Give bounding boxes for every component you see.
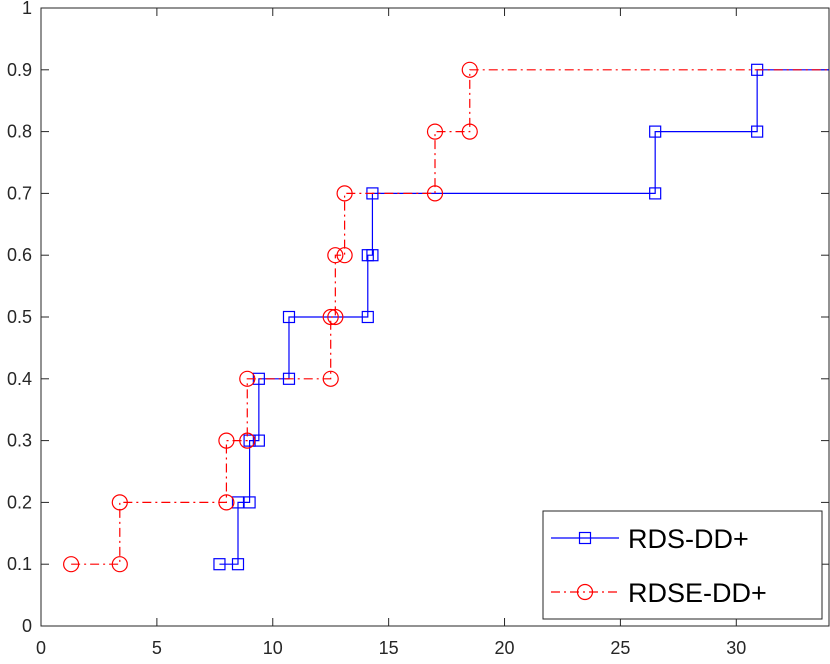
y-tick-label: 0.9	[7, 60, 32, 80]
y-tick-label: 0.4	[7, 369, 32, 389]
data-point	[649, 125, 662, 138]
data-point	[461, 123, 478, 140]
x-tick-label: 10	[263, 638, 283, 658]
legend-item: RDS-DD+	[551, 524, 749, 554]
data-point	[231, 558, 245, 571]
series-rdse-dd-	[63, 61, 829, 573]
y-tick-label: 0.2	[7, 492, 32, 512]
data-point	[111, 494, 128, 511]
y-tick-label: 0.8	[7, 122, 32, 142]
data-point	[322, 370, 339, 387]
y-tick-label: 0	[22, 616, 32, 636]
x-tick-label: 0	[36, 638, 46, 658]
series-line	[71, 69, 829, 565]
data-point	[336, 247, 353, 264]
x-tick-label: 25	[610, 638, 630, 658]
data-point	[336, 185, 353, 202]
data-point	[649, 187, 662, 200]
data-point	[218, 494, 235, 511]
data-point	[218, 432, 235, 449]
data-point	[751, 125, 764, 138]
y-tick-label: 1	[22, 0, 32, 18]
y-tick-label: 0.7	[7, 183, 32, 203]
legend-label: RDSE-DD+	[628, 578, 767, 608]
x-tick-label: 30	[726, 638, 746, 658]
data-point	[239, 370, 256, 387]
data-point	[426, 123, 444, 140]
data-point	[111, 556, 128, 573]
data-point	[327, 247, 344, 264]
legend: RDS-DD+ RDSE-DD+	[542, 510, 823, 620]
data-point	[322, 308, 339, 326]
data-point	[327, 308, 344, 326]
y-tick-label: 0.3	[7, 431, 32, 451]
data-point	[243, 496, 256, 509]
y-tick-label: 0.5	[7, 307, 32, 327]
data-point	[63, 556, 80, 573]
legend-item: RDSE-DD+	[551, 578, 767, 608]
data-point	[426, 185, 444, 202]
x-tick-label: 5	[152, 638, 162, 658]
y-tick-label: 0.1	[7, 554, 32, 574]
x-tick-label: 15	[379, 638, 399, 658]
data-point	[461, 61, 478, 78]
legend-label: RDS-DD+	[628, 524, 749, 554]
data-point	[282, 310, 296, 324]
axes: 0 5 10 15 20 25 30 0 0.1 0.2 0.3 0.4 0.5 0.6 0.7 0.8 0.9…	[7, 0, 830, 658]
legend-box	[542, 510, 823, 620]
data-point	[239, 432, 256, 449]
legend-marker	[578, 531, 592, 545]
data-point	[282, 372, 296, 385]
x-tick-label: 20	[495, 638, 515, 658]
data-point	[361, 310, 374, 324]
series-layer	[63, 61, 829, 573]
data-point	[252, 434, 265, 447]
data-point	[366, 249, 379, 262]
data-point	[213, 558, 226, 571]
legend-marker	[576, 583, 594, 601]
y-tick-label: 0.6	[7, 245, 32, 265]
